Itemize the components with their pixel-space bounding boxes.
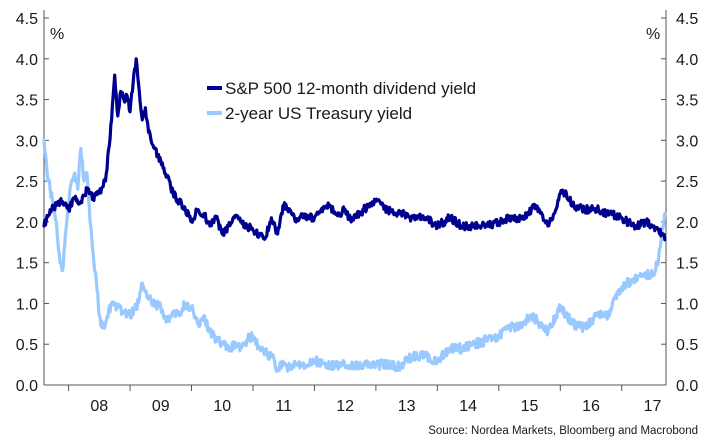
- y-tick-label-left: 2.0: [16, 215, 38, 232]
- y-tick-label-right: 2.5: [676, 174, 698, 191]
- y-tick-label-left: 3.5: [16, 93, 38, 110]
- legend-label-dividend: S&P 500 12-month dividend yield: [225, 79, 476, 98]
- y-tick-label-left: 3.0: [16, 133, 38, 150]
- y-tick-label-left: 4.0: [16, 52, 38, 69]
- series-line-treasury-yield: [42, 138, 667, 373]
- x-tick-label: 15: [521, 398, 539, 415]
- series-line-dividend-yield: [42, 57, 667, 242]
- x-tick-label: 17: [644, 398, 662, 415]
- y-tick-label-right: 3.0: [676, 133, 698, 150]
- y-tick-label-right: 2.0: [676, 215, 698, 232]
- x-tick-label: 08: [90, 398, 108, 415]
- y-tick-label-left: 0.5: [16, 337, 38, 354]
- x-tick-label: 11: [275, 398, 292, 415]
- y-tick-label-right: 0.5: [676, 337, 698, 354]
- axes: 0.0 0.0 0.5 0.5 1.0 1.0 1.5 1.5 2.0 2.0 2.5 2.5 3.0 3…: [16, 10, 698, 415]
- source-note: Source: Nordea Markets, Bloomberg and Ma…: [428, 425, 698, 437]
- y-tick-label-right: 4.0: [676, 52, 698, 69]
- series-layer: [42, 57, 667, 373]
- y-tick-label-right: 3.5: [676, 93, 698, 110]
- y-tick-label-left: 4.5: [16, 11, 38, 28]
- x-tick-label: 12: [336, 398, 354, 415]
- y-tick-label-right: 1.5: [676, 256, 698, 273]
- y-tick-label-left: 1.5: [16, 256, 38, 273]
- y-tick-label-right: 1.0: [676, 296, 698, 313]
- y-tick-label-left: 0.0: [16, 378, 38, 395]
- y-tick-label-left: 2.5: [16, 174, 38, 191]
- x-tick-label: 10: [213, 398, 231, 415]
- y-tick-label-right: 0.0: [676, 378, 698, 395]
- left-unit-label: %: [50, 26, 64, 43]
- right-unit-label: %: [646, 26, 660, 43]
- x-tick-label: 14: [459, 398, 477, 415]
- legend-label-treasury: 2-year US Treasury yield: [225, 104, 412, 123]
- legend: S&P 500 12-month dividend yield 2-year U…: [207, 79, 476, 123]
- y-tick-label-left: 1.0: [16, 296, 38, 313]
- y-tick-label-right: 4.5: [676, 11, 698, 28]
- x-tick-label: 09: [152, 398, 170, 415]
- x-tick-label: 16: [582, 398, 600, 415]
- x-tick-label: 13: [398, 398, 416, 415]
